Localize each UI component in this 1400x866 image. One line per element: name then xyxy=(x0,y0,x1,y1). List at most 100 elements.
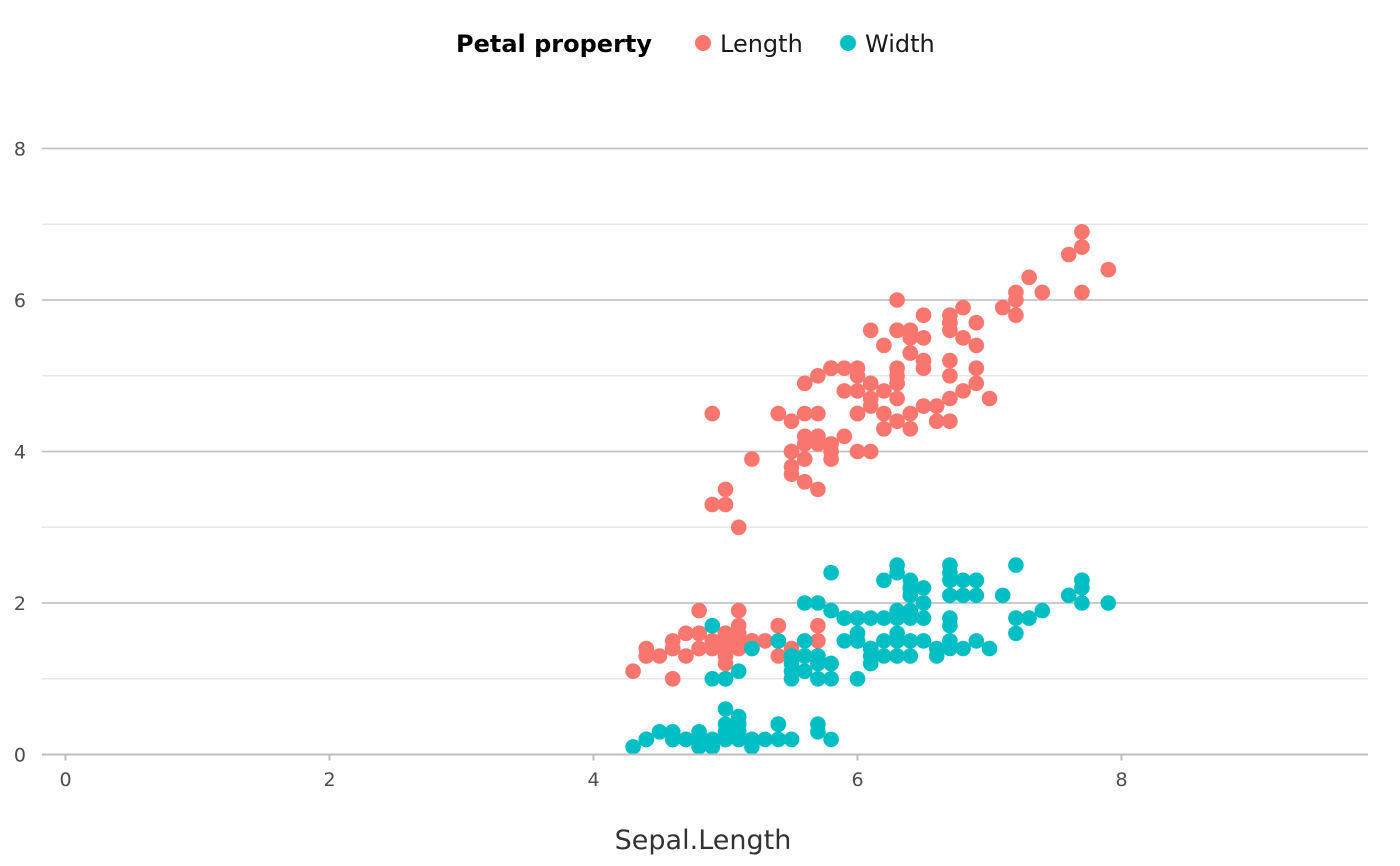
data-point xyxy=(744,451,760,467)
data-point xyxy=(862,610,879,626)
data-point xyxy=(968,314,985,331)
data-point xyxy=(955,640,971,657)
data-point xyxy=(862,322,879,339)
x-axis-ticks: 0 2 4 6 8 xyxy=(59,754,1128,791)
data-point xyxy=(862,655,879,672)
data-point xyxy=(876,648,892,664)
data-point xyxy=(994,587,1011,604)
data-point xyxy=(796,451,813,467)
data-point xyxy=(717,701,734,717)
data-point xyxy=(810,481,826,498)
data-point xyxy=(664,731,681,748)
data-point xyxy=(1074,224,1090,240)
data-point xyxy=(902,648,919,664)
data-point xyxy=(783,655,800,672)
data-point xyxy=(942,610,958,626)
x-tick-label: 6 xyxy=(851,769,863,791)
data-point xyxy=(942,633,958,649)
y-axis-ticks: 0 2 4 6 8 xyxy=(14,139,26,767)
data-point xyxy=(783,413,800,430)
data-point xyxy=(1008,610,1024,626)
data-point xyxy=(1060,587,1077,604)
data-point xyxy=(968,337,985,354)
x-tick-label: 8 xyxy=(1115,769,1127,791)
data-point xyxy=(942,413,958,430)
legend: Petal property Length Width xyxy=(456,30,935,58)
data-point xyxy=(730,731,747,748)
data-point xyxy=(704,640,721,657)
data-point xyxy=(915,307,932,324)
data-point xyxy=(955,572,971,589)
data-point xyxy=(704,671,721,687)
data-point xyxy=(994,299,1011,316)
data-point xyxy=(849,405,866,422)
data-point xyxy=(849,368,866,384)
data-point xyxy=(968,360,985,377)
x-tick-label: 4 xyxy=(587,769,599,791)
data-point xyxy=(744,739,760,755)
data-point xyxy=(664,671,681,687)
data-point xyxy=(770,633,787,649)
data-point xyxy=(783,731,800,748)
data-point xyxy=(810,405,826,422)
data-point xyxy=(1074,572,1090,589)
data-point xyxy=(902,610,919,626)
data-point xyxy=(1008,557,1024,573)
data-point xyxy=(796,474,813,490)
data-point xyxy=(968,572,985,589)
data-point xyxy=(889,564,905,581)
data-point xyxy=(862,640,879,657)
data-point xyxy=(849,610,866,626)
x-axis-title: Sepal.Length xyxy=(615,825,792,856)
data-point xyxy=(704,739,721,755)
data-point xyxy=(810,671,826,687)
data-point xyxy=(915,398,932,414)
data-point xyxy=(915,633,932,649)
data-point xyxy=(783,671,800,687)
data-point xyxy=(849,633,866,649)
data-point xyxy=(1008,625,1024,642)
data-point xyxy=(823,671,839,687)
data-point xyxy=(902,345,919,361)
data-point xyxy=(678,648,694,664)
data-point xyxy=(1021,269,1037,286)
data-point xyxy=(889,368,905,384)
data-point xyxy=(902,330,919,346)
data-point xyxy=(915,580,932,596)
data-point xyxy=(928,640,945,657)
data-point xyxy=(889,322,905,339)
data-point xyxy=(704,617,721,634)
data-point xyxy=(836,610,853,626)
data-point xyxy=(717,671,734,687)
data-point xyxy=(783,443,800,460)
data-point xyxy=(1008,292,1024,308)
data-point xyxy=(638,731,655,748)
data-point xyxy=(876,337,892,354)
legend-marker-length xyxy=(695,35,711,51)
x-tick-label: 2 xyxy=(323,769,335,791)
data-point xyxy=(1074,284,1090,301)
data-point xyxy=(876,610,892,626)
data-point xyxy=(717,640,734,657)
data-point xyxy=(942,557,958,573)
data-point xyxy=(796,595,813,611)
data-point xyxy=(796,648,813,664)
data-point xyxy=(757,731,773,748)
data-point xyxy=(770,405,787,422)
legend-title: Petal property xyxy=(456,30,652,58)
data-point xyxy=(902,421,919,437)
data-point xyxy=(1060,246,1077,263)
data-point xyxy=(1021,610,1037,626)
data-point xyxy=(664,640,681,657)
data-point xyxy=(968,375,985,392)
data-point xyxy=(836,633,853,649)
data-point xyxy=(968,587,985,604)
data-point xyxy=(836,428,853,445)
grid-lines xyxy=(42,147,1368,680)
data-point xyxy=(1100,261,1117,278)
data-point xyxy=(678,625,694,642)
data-point xyxy=(651,724,668,740)
data-point xyxy=(783,466,800,483)
data-point xyxy=(717,481,734,498)
data-point xyxy=(942,572,958,589)
